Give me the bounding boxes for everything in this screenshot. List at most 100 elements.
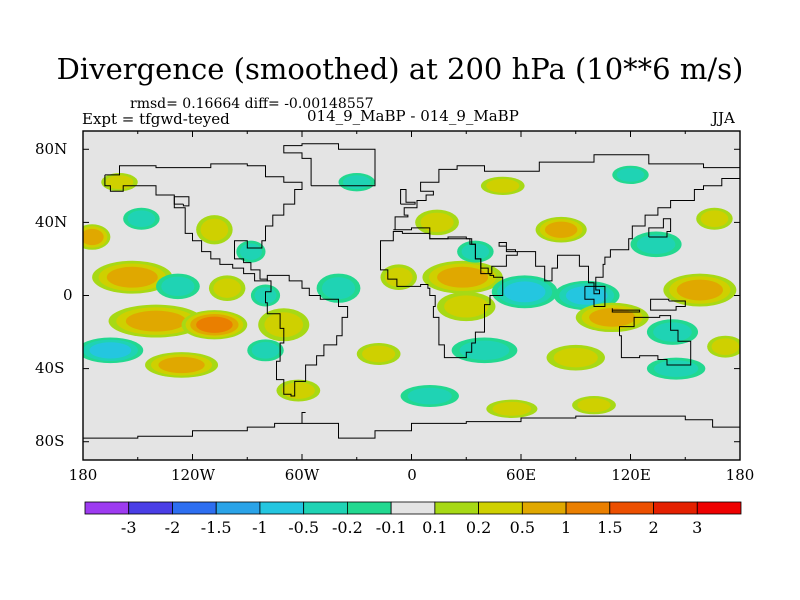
colorbar-box: [609, 501, 654, 515]
contour-fill: [342, 175, 371, 190]
coastline: [584, 285, 606, 307]
contour-blob: [236, 240, 266, 263]
contour-blob: [696, 207, 733, 230]
colorbar-label: -1.5: [200, 518, 232, 537]
x-tick-label: 120W: [170, 466, 216, 484]
contour-blob: [123, 207, 160, 230]
contour-fill: [213, 278, 242, 298]
contour-fill: [196, 316, 233, 333]
colorbar-label: 1.5: [597, 518, 623, 537]
tick-layer: [82, 131, 741, 460]
contour-fill: [565, 286, 608, 305]
contour-fill: [700, 210, 729, 228]
season-label: JJA: [712, 109, 735, 127]
contour-fill: [251, 342, 280, 359]
contour-fill: [407, 387, 452, 405]
x-tick-label: 180: [725, 466, 755, 484]
contour-fill: [105, 175, 134, 190]
contour-fill: [200, 218, 229, 241]
y-tick-label: 40S: [35, 359, 65, 377]
contour-blob: [612, 165, 649, 185]
contour-fill: [106, 266, 158, 288]
coastline: [265, 274, 349, 397]
y-tick-label: 40N: [35, 213, 68, 231]
contour-blob: [83, 337, 144, 364]
colorbar-box: [259, 501, 305, 515]
contour-blob: [546, 344, 605, 371]
coastline: [283, 143, 376, 187]
coastline: [400, 189, 416, 205]
contour-fill: [503, 281, 546, 303]
contour-fill: [321, 277, 356, 300]
colorbar-label: -0.1: [375, 518, 407, 537]
x-tick-label: 60E: [505, 466, 537, 484]
colorbar-box: [303, 501, 348, 515]
x-tick-label: 60W: [284, 466, 320, 484]
contour-blob: [156, 273, 200, 300]
contour-blob: [101, 173, 138, 192]
contour-blob: [486, 399, 538, 418]
contour-fill: [127, 210, 156, 228]
colorbar-label: -0.5: [288, 518, 320, 537]
colorbar-box: [346, 501, 392, 515]
contour-fill: [577, 398, 611, 413]
colorbar-box: [128, 501, 173, 515]
coastline-layer: [83, 143, 740, 460]
contour-fill: [161, 276, 195, 297]
contour-fill: [158, 356, 205, 374]
colorbar-box: [478, 501, 523, 515]
y-tick-label: 0: [63, 286, 73, 304]
contour-blob: [400, 385, 459, 407]
x-tick-label: 120E: [611, 466, 651, 484]
stats-text: rmsd= 0.16664 diff= -0.00148557: [130, 96, 374, 112]
contour-fill: [711, 338, 740, 355]
contour-fill: [362, 345, 396, 363]
contour-blob: [707, 335, 740, 358]
colorbar-label: -0.2: [331, 518, 363, 537]
colorbar-box: [434, 501, 480, 515]
colorbar-label: 2: [648, 518, 659, 537]
contour-blob: [572, 396, 616, 415]
contour-fill: [384, 267, 413, 287]
colorbar-box: [521, 501, 567, 515]
contour-fill-layer: [83, 165, 740, 418]
x-tick-label: 180: [68, 466, 98, 484]
colorbar-box: [390, 501, 436, 515]
contour-blob: [108, 304, 204, 338]
colorbar-box: [696, 501, 742, 515]
contour-fill: [444, 295, 489, 318]
experiment-label: Expt = tfgwd-teyed: [82, 110, 230, 128]
contour-fill: [616, 167, 645, 182]
contour-blob: [380, 264, 417, 291]
coastline: [650, 298, 686, 311]
contour-blob: [646, 357, 706, 380]
contour-blob: [83, 224, 111, 250]
contour-blob: [258, 308, 310, 342]
colorbar-label: -3: [120, 518, 137, 537]
coastline: [83, 412, 740, 460]
contour-fill: [239, 243, 262, 260]
y-tick-label: 80N: [35, 140, 68, 158]
contour-blob: [437, 291, 496, 322]
contour-fill: [544, 221, 578, 238]
contour-fill: [125, 310, 187, 332]
colorbar-box: [172, 501, 217, 515]
contour-fill: [636, 234, 676, 255]
colorbar-label: 0.1: [422, 518, 448, 537]
contour-blob: [646, 319, 699, 345]
contour-fill: [653, 322, 692, 342]
colorbar-label: 0.5: [509, 518, 536, 537]
contour-blob: [247, 339, 284, 362]
coastline: [619, 315, 692, 366]
chart-title: Divergence (smoothed) at 200 hPa (10**6 …: [56, 52, 744, 86]
contour-fill: [589, 308, 636, 327]
colorbar: [84, 501, 742, 515]
colorbar-box: [653, 501, 698, 515]
contour-blob: [535, 216, 587, 243]
case-label: 014_9_MaBP - 014_9_MaBP: [307, 107, 519, 125]
contour-fill: [486, 178, 520, 193]
contour-fill: [653, 360, 699, 377]
contour-fill: [89, 342, 132, 359]
y-tick-label: 80S: [35, 432, 65, 450]
